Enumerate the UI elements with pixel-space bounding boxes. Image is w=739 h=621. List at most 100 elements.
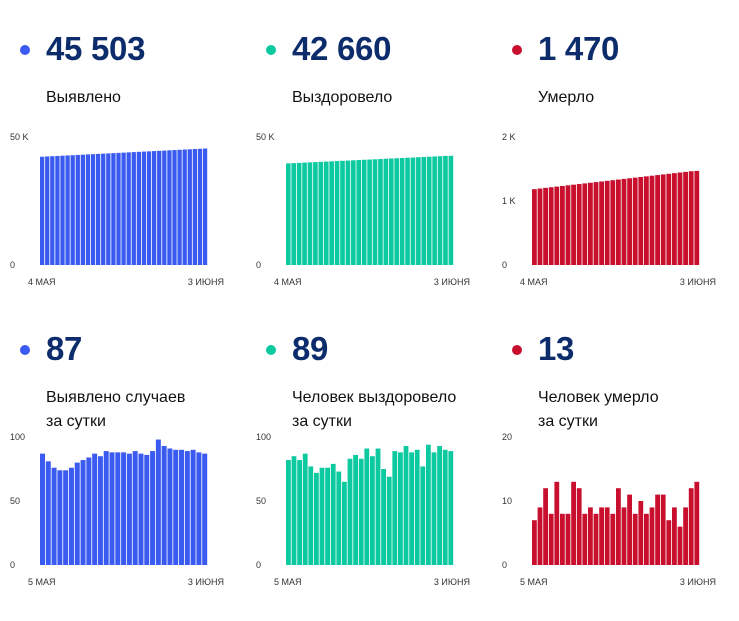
bar: [202, 148, 208, 265]
bar: [325, 467, 330, 565]
x-tick-label: 3 ИЮНЯ: [188, 577, 224, 587]
panel-detected-total: 45 503 Выявлено 0 50 K 4 МАЯ 3 ИЮНЯ: [0, 0, 246, 310]
bar: [666, 173, 672, 265]
bar: [644, 176, 649, 265]
bar: [386, 476, 392, 565]
bar: [616, 179, 621, 265]
x-tick-label: 5 МАЯ: [274, 577, 302, 587]
bar: [97, 456, 103, 565]
bar: [286, 163, 291, 265]
stat-label-line: за сутки: [46, 413, 106, 430]
bar: [660, 174, 666, 265]
y-tick-label: 50: [10, 496, 20, 506]
bar: [588, 507, 593, 565]
bar: [187, 149, 192, 265]
bar: [358, 458, 364, 565]
bar: [405, 157, 410, 265]
bar: [364, 448, 370, 565]
bar: [367, 159, 372, 265]
bar: [115, 452, 121, 565]
bar: [409, 452, 414, 565]
stat-label: Умерло: [538, 86, 594, 110]
bar: [399, 157, 405, 265]
bar: [688, 171, 694, 265]
bar: [532, 520, 537, 565]
bar: [340, 160, 345, 265]
bar: [182, 149, 187, 265]
stat-number: 42 660: [292, 30, 392, 67]
bar: [157, 150, 162, 265]
bar: [132, 451, 138, 565]
y-tick-label: 0: [502, 260, 507, 270]
bar: [599, 507, 604, 565]
bar: [197, 148, 203, 265]
x-tick-label: 5 МАЯ: [28, 577, 56, 587]
y-tick-label: 2 K: [502, 132, 516, 142]
bar: [627, 178, 632, 265]
bar: [329, 161, 334, 265]
bar: [345, 160, 351, 265]
bar: [604, 180, 610, 265]
x-tick-label: 3 ИЮНЯ: [680, 577, 716, 587]
legend-dot-icon: [512, 345, 522, 355]
bar: [111, 153, 116, 265]
x-tick-label: 4 МАЯ: [520, 277, 548, 287]
bar: [356, 160, 362, 265]
bar: [394, 158, 400, 265]
bar: [162, 150, 167, 265]
x-tick-label: 5 МАЯ: [520, 577, 548, 587]
bar: [627, 494, 632, 565]
bar: [410, 157, 416, 265]
bar-chart: 0 10 20 5 МАЯ 3 ИЮНЯ: [502, 432, 716, 587]
legend-dot-icon: [266, 345, 276, 355]
bar: [416, 157, 421, 265]
panel-detected-daily: 87 Выявлено случаев за сутки 0 50 100 5 МАЯ 3 И…: [0, 300, 246, 610]
bar: [554, 186, 560, 265]
bar: [548, 513, 554, 565]
bar: [302, 162, 307, 265]
panel-deaths-total: 1 470 Умерло 0 1 K 2 K 4 МАЯ 3 ИЮНЯ: [492, 0, 738, 310]
x-tick-label: 3 ИЮНЯ: [680, 277, 716, 287]
bar: [448, 155, 454, 265]
bar: [286, 460, 291, 565]
bar: [184, 451, 190, 565]
bar: [571, 184, 576, 265]
bar: [694, 170, 700, 265]
stat-label-line: Выявлено: [46, 89, 121, 106]
bar: [421, 156, 427, 265]
bar: [560, 185, 565, 265]
bar-chart: 0 1 K 2 K 4 МАЯ 3 ИЮНЯ: [502, 132, 716, 287]
bar: [45, 156, 50, 265]
bar: [65, 155, 70, 265]
bar: [75, 154, 80, 265]
stat-number: 87: [46, 330, 83, 367]
stat-label: Выявлено случаев за сутки: [46, 386, 185, 434]
bar: [593, 513, 599, 565]
bar: [177, 149, 182, 265]
bar: [314, 472, 319, 565]
bar: [167, 448, 173, 565]
bar: [442, 449, 448, 565]
bar: [60, 155, 65, 265]
bar: [308, 466, 314, 565]
bar: [370, 456, 375, 565]
bar: [90, 154, 96, 265]
panel-recovered-total: 42 660 Выздоровело 0 50 K 4 МАЯ 3 ИЮНЯ: [246, 0, 492, 310]
bar: [351, 160, 356, 265]
bar: [131, 152, 136, 265]
bar: [398, 452, 403, 565]
bar: [694, 481, 700, 565]
bar: [688, 488, 694, 565]
bar: [537, 507, 543, 565]
y-tick-label: 10: [502, 496, 512, 506]
bar: [683, 507, 688, 565]
bar: [420, 466, 426, 565]
bar: [109, 452, 115, 565]
bar: [448, 451, 454, 565]
bar: [190, 449, 196, 565]
y-tick-label: 0: [502, 560, 507, 570]
bar: [677, 526, 683, 565]
bar: [604, 507, 610, 565]
x-tick-label: 4 МАЯ: [274, 277, 302, 287]
bar: [548, 187, 554, 265]
